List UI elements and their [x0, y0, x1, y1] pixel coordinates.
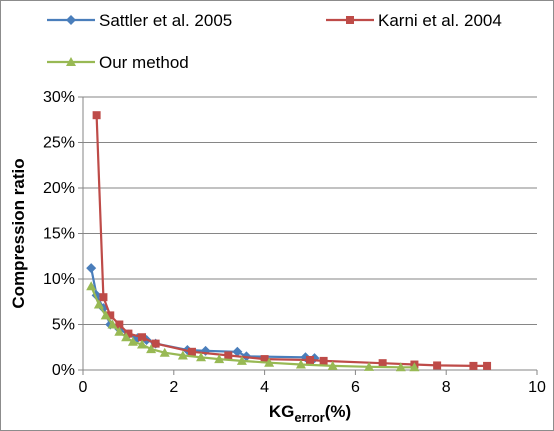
data-point: [232, 346, 243, 357]
legend-entry: Our method: [47, 53, 189, 72]
y-tick-label: 30%: [43, 89, 75, 106]
y-tick-label: 25%: [43, 135, 75, 152]
x-tick-label: 6: [351, 379, 360, 396]
data-point: [327, 360, 338, 370]
series-line: [90, 285, 415, 369]
series-line: [90, 267, 315, 360]
data-point: [151, 339, 160, 348]
legend-marker: [346, 16, 354, 24]
data-point: [395, 362, 406, 372]
data-point: [196, 352, 207, 362]
data-point: [433, 361, 442, 370]
data-point: [177, 350, 188, 360]
series-line: [95, 115, 488, 367]
y-tick-label: 20%: [43, 180, 75, 197]
legend-entry: Sattler et al. 2005: [47, 11, 232, 30]
legend-marker: [66, 57, 76, 66]
legend: Sattler et al. 2005 Karni et al. 2004 Our …: [47, 11, 502, 72]
data-point: [92, 111, 101, 120]
data-point: [214, 354, 225, 364]
axes: 0% 5% 10% 15% 20% 25% 30% 0 2 4 6 8 10: [43, 89, 546, 396]
y-tick-label: 10%: [43, 271, 75, 288]
y-tick-label: 15%: [43, 226, 75, 243]
data-point: [483, 361, 492, 370]
y-axis-title: Compression ratio: [9, 158, 28, 308]
data-point: [114, 326, 125, 336]
x-axis-title: KGerror(%): [269, 402, 351, 425]
data-point: [127, 336, 138, 346]
data-point: [187, 347, 196, 356]
data-point: [469, 361, 478, 370]
data-point: [146, 344, 157, 354]
series-0: [86, 263, 320, 364]
data-point: [236, 355, 247, 365]
data-point: [137, 339, 148, 349]
series-1: [92, 111, 492, 370]
data-point: [295, 359, 306, 369]
y-tick-label: 5%: [52, 317, 75, 334]
data-point: [224, 351, 233, 360]
x-tick-label: 10: [528, 379, 546, 396]
legend-marker: [66, 15, 76, 25]
data-point: [99, 293, 108, 302]
x-tick-label: 8: [442, 379, 451, 396]
data-point: [124, 329, 133, 338]
data-point: [409, 362, 420, 372]
x-tick-label: 2: [169, 379, 178, 396]
data-point: [260, 355, 269, 364]
x-tick-label: 4: [260, 379, 269, 396]
legend-entry: Karni et al. 2004: [326, 11, 502, 30]
x-tick-label: 0: [79, 379, 88, 396]
data-point: [319, 356, 328, 365]
legend-label: Our method: [99, 53, 189, 72]
data-point: [100, 310, 111, 320]
data-point: [121, 332, 132, 342]
data-point: [264, 357, 275, 367]
gridlines: [83, 96, 537, 325]
data-point: [159, 347, 170, 357]
data-point: [306, 355, 314, 364]
data-point: [93, 299, 104, 309]
plot-series: [86, 111, 492, 372]
y-tick-label: 0%: [52, 362, 75, 379]
series-2: [86, 281, 420, 372]
data-point: [115, 320, 124, 329]
data-point: [86, 281, 97, 291]
data-point: [138, 333, 147, 342]
data-point: [106, 311, 115, 320]
axis-titles: KGerror(%) Compression ratio: [9, 158, 351, 425]
data-point: [107, 319, 118, 329]
legend-label: Sattler et al. 2005: [99, 11, 232, 30]
data-point: [378, 359, 387, 368]
data-point: [86, 263, 97, 274]
legend-label: Karni et al. 2004: [378, 11, 502, 30]
data-point: [364, 361, 375, 371]
